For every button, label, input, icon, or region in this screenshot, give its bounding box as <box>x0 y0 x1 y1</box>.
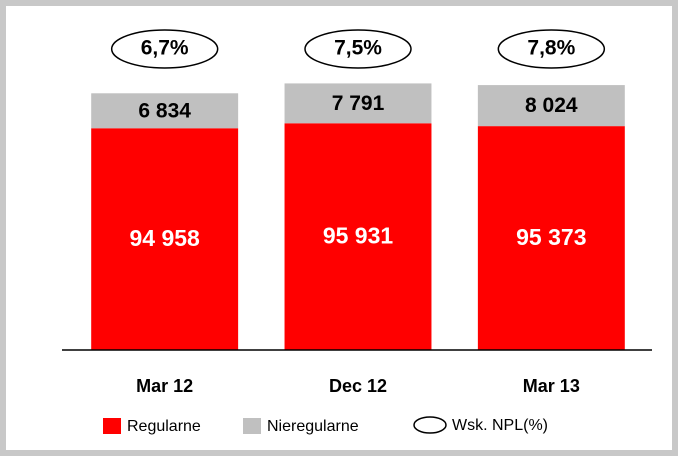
ratio-ellipse <box>304 29 412 69</box>
data-label: 8 024 <box>525 94 578 117</box>
data-label: 95 373 <box>516 224 586 250</box>
bar-segment <box>91 93 239 129</box>
bar-segment <box>477 85 625 127</box>
data-label: 95 931 <box>323 223 394 249</box>
bar-segment <box>91 128 239 350</box>
x-tick-label: Mar 12 <box>136 376 193 396</box>
bar-segment <box>284 83 432 124</box>
legend-label: Regularne <box>127 418 201 435</box>
ratio-label: 7,5% <box>334 37 382 60</box>
legend-swatch <box>243 418 261 434</box>
bar-segment <box>284 123 432 351</box>
bar-segment <box>477 126 625 350</box>
legend-label: Nieregularne <box>267 418 359 435</box>
ratio-ellipse <box>110 29 219 69</box>
ratio-ellipse <box>497 29 606 69</box>
data-label: 7 791 <box>332 92 385 115</box>
ratio-label: 7,8% <box>527 37 575 60</box>
data-label: 94 958 <box>129 225 200 251</box>
data-label: 6 834 <box>138 99 191 122</box>
legend-ellipse <box>413 416 447 434</box>
x-tick-label: Mar 13 <box>523 376 580 396</box>
legend-swatch <box>103 418 121 434</box>
ratio-label: 6,7% <box>141 37 189 60</box>
legend-label: Wsk. NPL(%) <box>452 417 548 434</box>
x-tick-label: Dec 12 <box>329 376 387 396</box>
